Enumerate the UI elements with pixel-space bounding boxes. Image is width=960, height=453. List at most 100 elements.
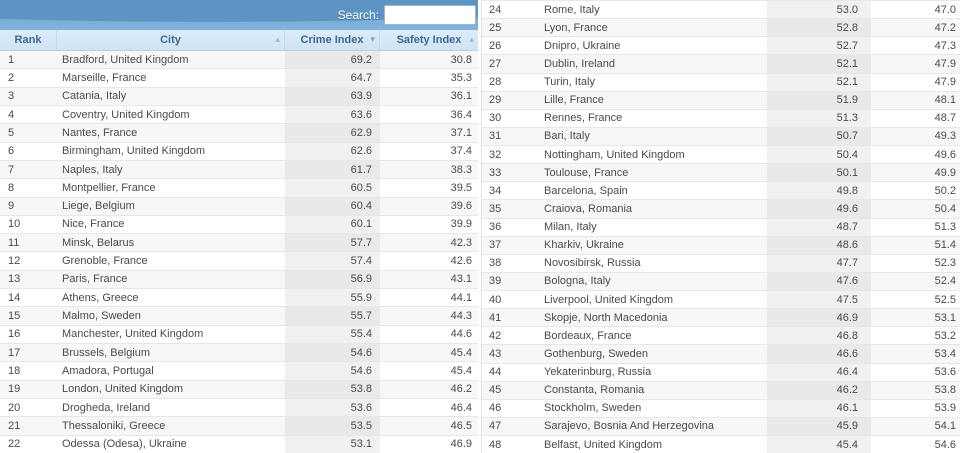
- rank-cell: 36: [489, 221, 502, 234]
- left-table-rows: 1 Bradford, United Kingdom 69.2 30.8 2 M…: [0, 51, 478, 453]
- column-header-city[interactable]: City ▴: [57, 30, 285, 50]
- safety-index-cell: 37.1: [450, 126, 472, 139]
- crime-index-cell: 60.5: [285, 179, 380, 197]
- city-cell: Manchester, United Kingdom: [62, 328, 204, 341]
- column-header-city-label: City: [160, 34, 181, 46]
- column-header-rank-label: Rank: [14, 34, 42, 46]
- rank-cell: 39: [489, 275, 502, 288]
- column-header-rank[interactable]: Rank: [0, 30, 57, 50]
- table-row: 40 Liverpool, United Kingdom 47.5 52.5: [482, 290, 960, 309]
- table-row: 33 Toulouse, France 50.1 49.9: [482, 163, 960, 182]
- search-input[interactable]: [384, 5, 476, 25]
- table-row: 30 Rennes, France 51.3 48.7: [482, 108, 960, 127]
- table-row: 29 Lille, France 51.9 48.1: [482, 90, 960, 109]
- rank-cell: 17: [8, 346, 21, 359]
- crime-index-cell: 53.1: [285, 435, 380, 453]
- safety-index-cell: 53.9: [934, 402, 956, 415]
- sort-desc-icon: ▾: [370, 34, 375, 45]
- right-table-panel: 24 Rome, Italy 53.0 47.0 25 Lyon, France…: [481, 0, 960, 453]
- safety-index-cell: 50.2: [934, 184, 956, 197]
- table-row: 34 Barcelona, Spain 49.8 50.2: [482, 181, 960, 200]
- table-row: 8 Montpellier, France 60.5 39.5: [0, 178, 478, 197]
- city-cell: Craiova, Romania: [544, 202, 633, 215]
- rank-cell: 3: [8, 90, 15, 103]
- rank-cell: 30: [489, 112, 502, 125]
- safety-index-cell: 35.3: [450, 71, 472, 84]
- crime-index-cell: 63.6: [285, 105, 380, 124]
- rank-cell: 31: [489, 130, 502, 143]
- rank-cell: 41: [489, 311, 502, 324]
- table-row: 13 Paris, France 56.9 43.1: [0, 269, 478, 289]
- rank-cell: 25: [489, 21, 502, 34]
- safety-index-cell: 53.2: [934, 329, 956, 342]
- table-row: 2 Marseille, France 64.7 35.3: [0, 68, 478, 87]
- city-cell: Grenoble, France: [62, 255, 148, 268]
- city-cell: Constanta, Romania: [544, 384, 645, 397]
- rank-cell: 35: [489, 202, 502, 215]
- rank-cell: 42: [489, 329, 502, 342]
- table-row: 24 Rome, Italy 53.0 47.0: [482, 0, 960, 19]
- crime-index-cell: 63.9: [285, 87, 380, 105]
- table-row: 3 Catania, Italy 63.9 36.1: [0, 86, 478, 105]
- city-cell: Belfast, United Kingdom: [544, 438, 663, 451]
- city-cell: Paris, France: [62, 273, 128, 286]
- table-row: 39 Bologna, Italy 47.6 52.4: [482, 271, 960, 290]
- safety-index-cell: 44.6: [450, 328, 472, 341]
- safety-index-cell: 54.6: [934, 438, 956, 451]
- safety-index-cell: 52.4: [934, 275, 956, 288]
- city-cell: Lyon, France: [544, 21, 608, 34]
- city-cell: Skopje, North Macedonia: [544, 311, 668, 324]
- safety-index-cell: 51.3: [934, 221, 956, 234]
- city-cell: Bologna, Italy: [544, 275, 611, 288]
- rank-cell: 32: [489, 148, 502, 161]
- table-row: 17 Brussels, Belgium 54.6 45.4: [0, 343, 478, 362]
- crime-index-cell: 54.6: [285, 344, 380, 362]
- rank-cell: 26: [489, 39, 502, 52]
- rank-cell: 45: [489, 384, 502, 397]
- rank-cell: 46: [489, 402, 502, 415]
- table-row: 45 Constanta, Romania 46.2 53.8: [482, 380, 960, 399]
- column-header-crime-index[interactable]: Crime Index ▾: [285, 30, 380, 50]
- safety-index-cell: 39.9: [450, 218, 472, 231]
- table-row: 35 Craiova, Romania 49.6 50.4: [482, 199, 960, 218]
- crime-index-cell: 46.1: [767, 399, 871, 417]
- city-cell: Toulouse, France: [544, 166, 629, 179]
- crime-index-cell: 56.9: [285, 270, 380, 289]
- rank-cell: 12: [8, 255, 21, 268]
- city-cell: Nantes, France: [62, 126, 138, 139]
- table-row: 21 Thessaloniki, Greece 53.5 46.5: [0, 416, 478, 435]
- rank-cell: 13: [8, 273, 21, 286]
- table-row: 14 Athens, Greece 55.9 44.1: [0, 288, 478, 307]
- city-cell: Naples, Italy: [62, 163, 123, 176]
- table-row: 38 Novosibirsk, Russia 47.7 52.3: [482, 253, 960, 272]
- safety-index-cell: 46.2: [450, 383, 472, 396]
- table-row: 48 Belfast, United Kingdom 45.4 54.6: [482, 435, 960, 453]
- safety-index-cell: 42.3: [450, 236, 472, 249]
- city-cell: Dnipro, Ukraine: [544, 39, 621, 52]
- rank-cell: 37: [489, 239, 502, 252]
- city-cell: Stockholm, Sweden: [544, 402, 642, 415]
- crime-index-cell: 49.8: [767, 182, 871, 200]
- rank-cell: 2: [8, 71, 15, 84]
- rank-cell: 27: [489, 57, 502, 70]
- city-cell: Rennes, France: [544, 112, 623, 125]
- safety-index-cell: 30.8: [450, 53, 472, 66]
- rank-cell: 47: [489, 420, 502, 433]
- city-cell: Athens, Greece: [62, 291, 139, 304]
- crime-index-cell: 62.6: [285, 142, 380, 160]
- safety-index-cell: 47.9: [934, 57, 956, 70]
- safety-index-cell: 39.5: [450, 181, 472, 194]
- table-row: 20 Drogheda, Ireland 53.6 46.4: [0, 397, 478, 417]
- city-cell: Montpellier, France: [62, 181, 156, 194]
- table-row: 11 Minsk, Belarus 57.7 42.3: [0, 233, 478, 252]
- crime-index-cell: 48.7: [767, 218, 871, 236]
- safety-index-cell: 49.6: [934, 148, 956, 161]
- rank-cell: 1: [8, 53, 15, 66]
- table-row: 4 Coventry, United Kingdom 63.6 36.4: [0, 104, 478, 124]
- crime-index-cell: 61.7: [285, 160, 380, 179]
- rank-cell: 9: [8, 200, 15, 213]
- rank-cell: 5: [8, 126, 15, 139]
- column-header-safety-index[interactable]: Safety Index ▴: [380, 30, 478, 50]
- rank-cell: 22: [8, 438, 21, 451]
- crime-index-cell: 49.6: [767, 200, 871, 218]
